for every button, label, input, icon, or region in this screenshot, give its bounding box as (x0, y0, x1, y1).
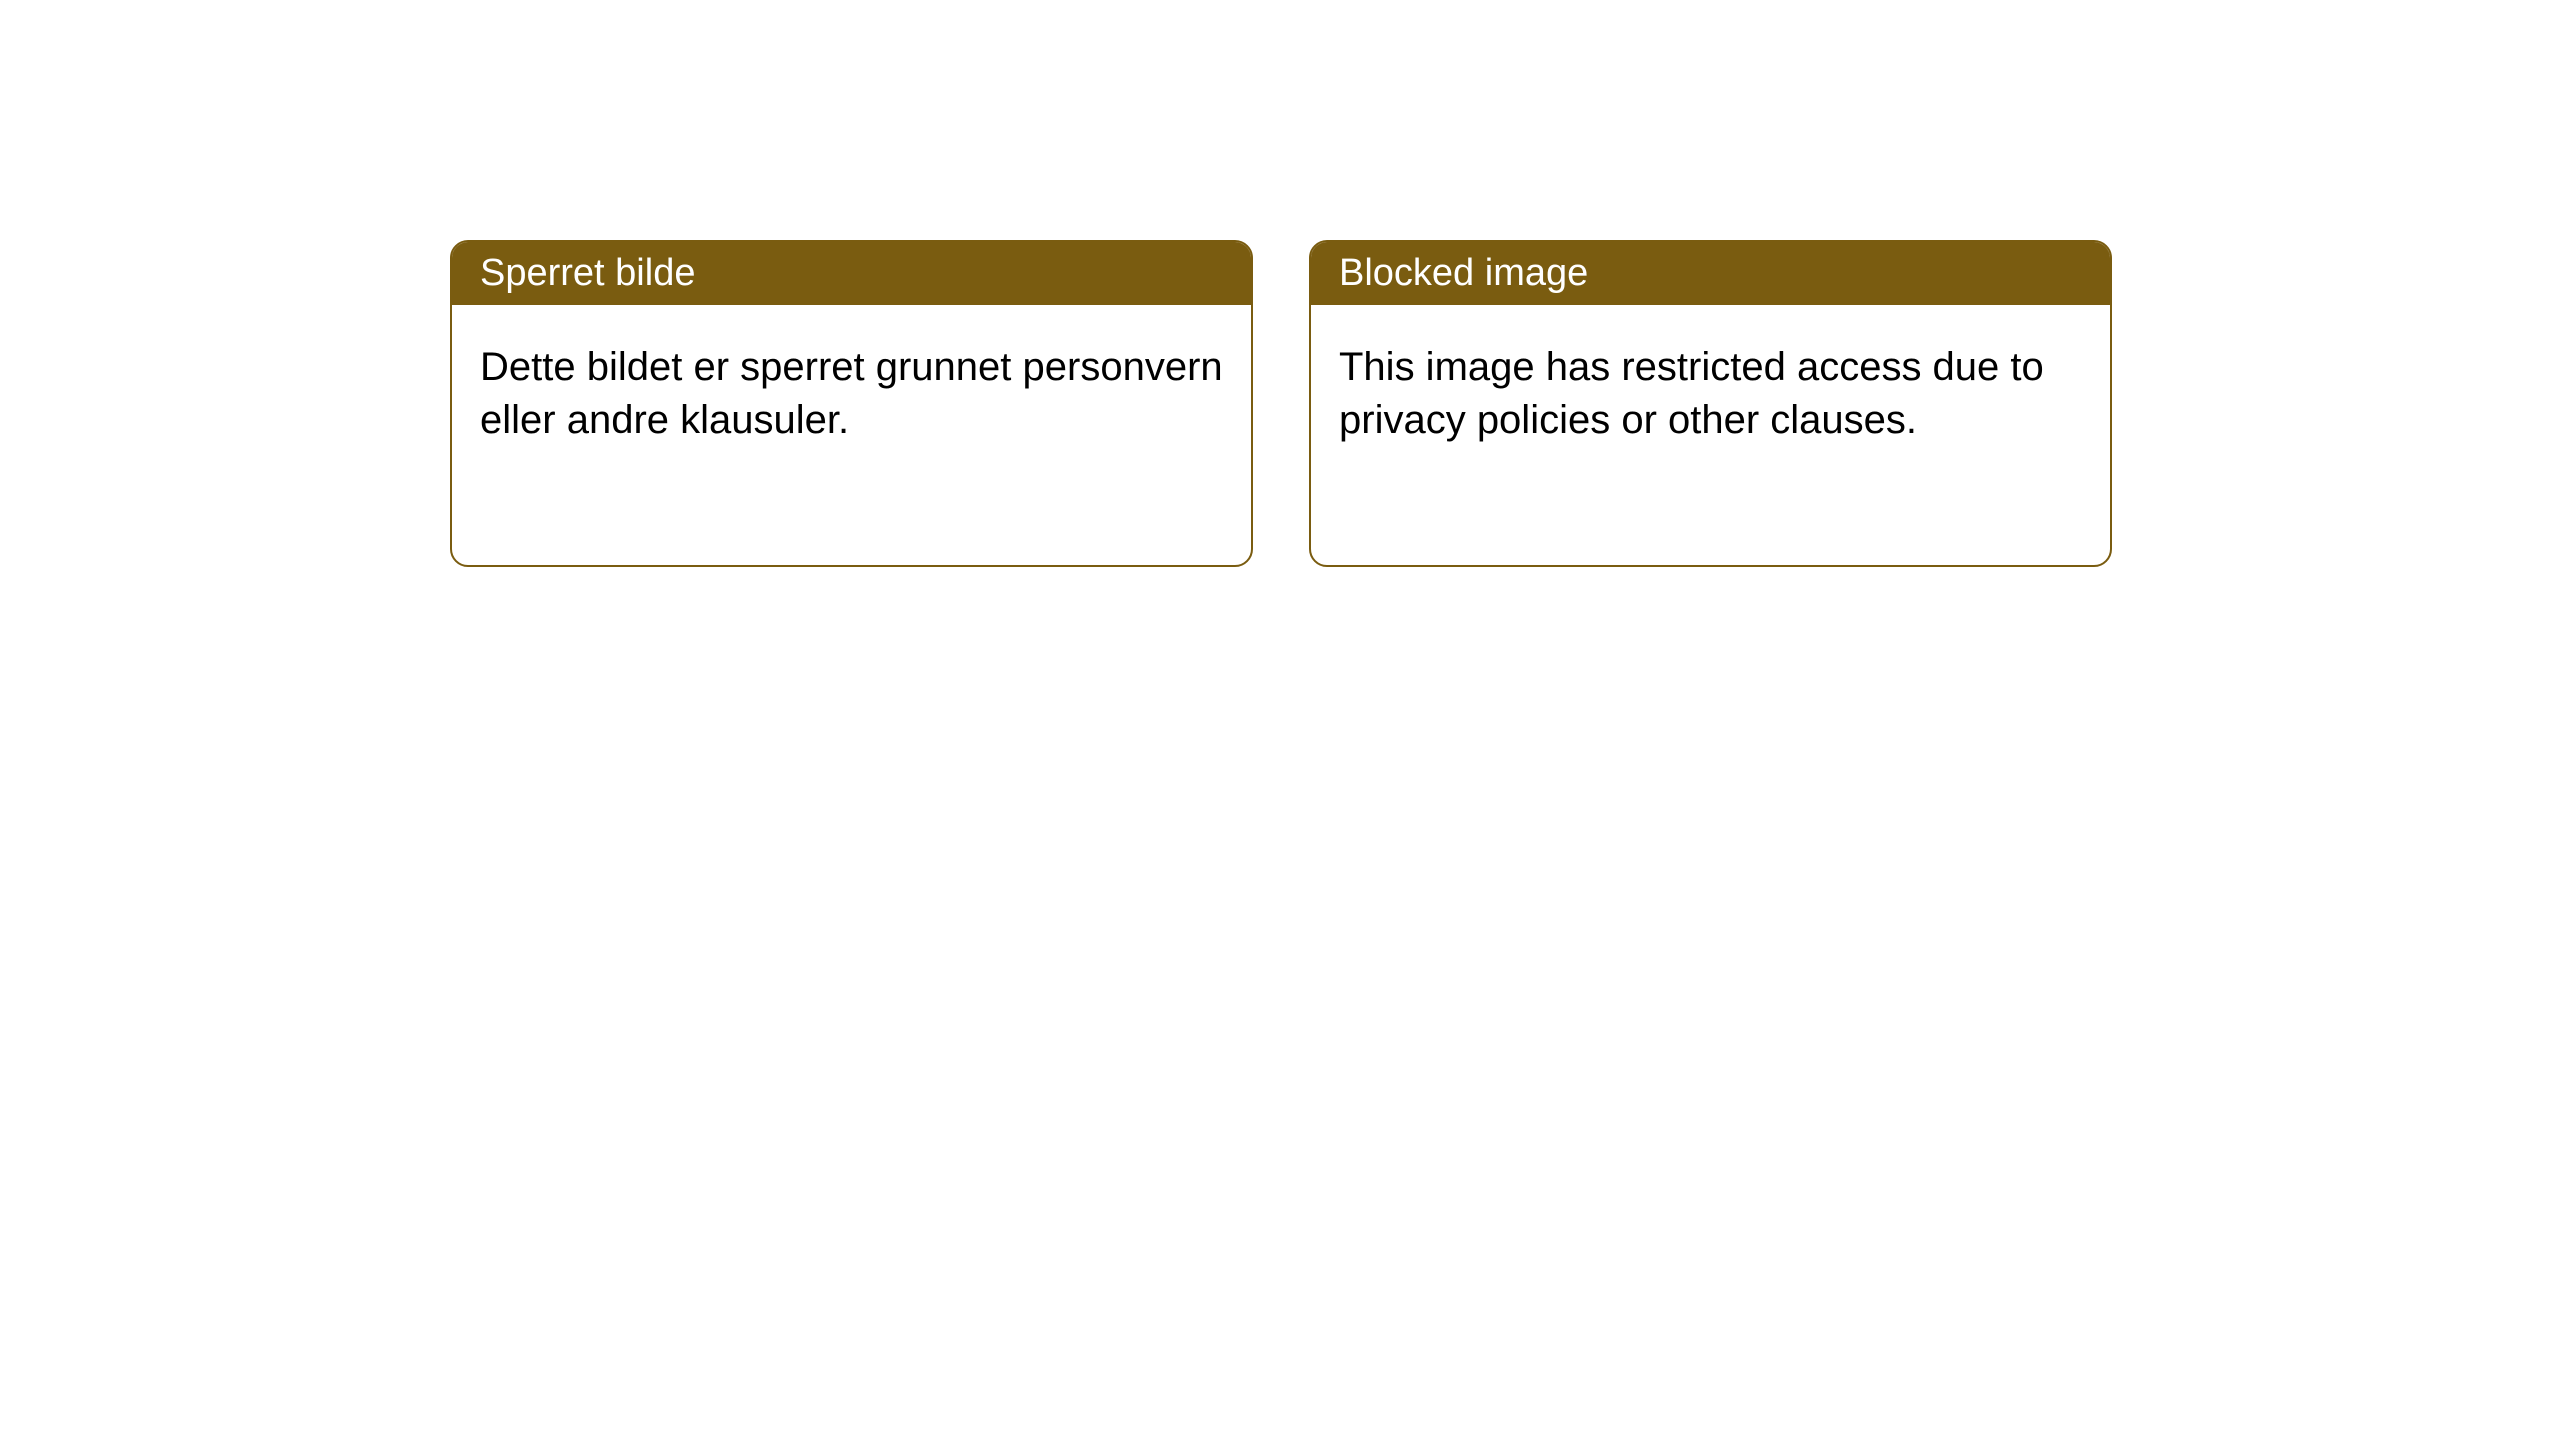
card-english: Blocked image This image has restricted … (1309, 240, 2112, 567)
card-header-norwegian: Sperret bilde (452, 242, 1251, 305)
blocked-image-notice-container: Sperret bilde Dette bildet er sperret gr… (450, 240, 2560, 567)
card-norwegian: Sperret bilde Dette bildet er sperret gr… (450, 240, 1253, 567)
card-body-norwegian: Dette bildet er sperret grunnet personve… (452, 305, 1251, 565)
card-header-english: Blocked image (1311, 242, 2110, 305)
card-body-english: This image has restricted access due to … (1311, 305, 2110, 565)
